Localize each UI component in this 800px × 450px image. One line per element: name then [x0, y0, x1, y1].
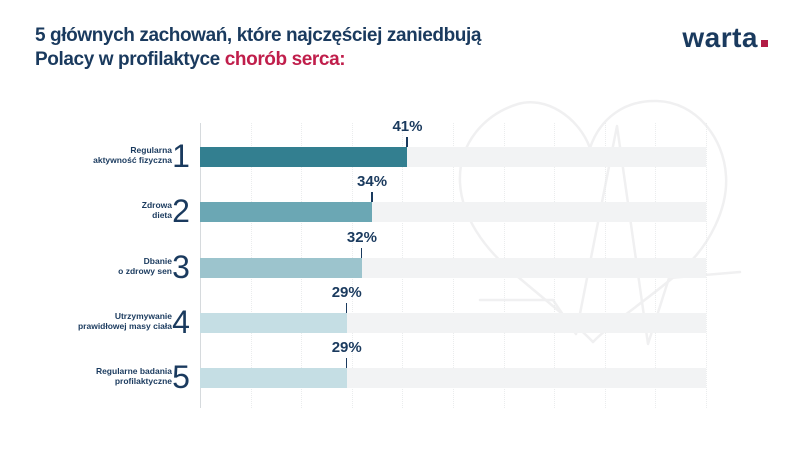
gridline — [706, 123, 707, 408]
bar-value-tick — [345, 302, 348, 313]
title-highlight: chorób serca: — [224, 49, 346, 70]
bar-value-label: 29% — [331, 283, 362, 301]
bar-value-tick — [345, 358, 348, 369]
bar-value-label: 41% — [392, 118, 423, 135]
rank-number: 4 — [172, 303, 190, 340]
bar-chart: 41% 34% 32% 29% 29% — [200, 119, 707, 408]
bar-value-label: 29% — [331, 339, 362, 357]
rank-number: 5 — [172, 359, 190, 396]
category-label: Regularne badania profilaktyczne — [95, 366, 172, 387]
rank-number: 2 — [172, 193, 190, 230]
bar-row: 29% — [200, 340, 706, 389]
bar-value-label: 32% — [346, 228, 377, 246]
rank-number: 1 — [172, 138, 190, 174]
category-label: Utrzymywanie prawidłowej masy ciała — [77, 310, 172, 331]
bar-fill — [200, 257, 362, 278]
bar-value-tick — [371, 192, 373, 203]
category-label: Regularna aktywność fizyczna — [93, 145, 172, 165]
bar-row: 41% — [200, 119, 706, 167]
bar-fill — [200, 312, 347, 333]
warta-logo-dot-icon — [761, 40, 768, 47]
page-title-line2: Polacy w profilaktyce chorób serca: — [35, 49, 346, 70]
bar-fill — [200, 368, 347, 389]
bar-row: 29% — [200, 284, 706, 333]
bar-value-tick — [406, 137, 408, 147]
category-label: Dbanie o zdrowy sen — [118, 255, 172, 276]
bar-row: 32% — [200, 229, 706, 278]
bar-row: 34% — [200, 174, 706, 223]
category-label: Zdrowa dieta — [141, 200, 172, 221]
rank-number: 3 — [172, 248, 190, 285]
bar-fill — [200, 202, 373, 223]
page-title-line1: 5 głównych zachowań, które najczęściej z… — [35, 25, 482, 46]
bar-fill — [200, 147, 408, 167]
warta-logo-text: warta — [682, 22, 758, 53]
page-title: 5 głównych zachowań, które najczęściej z… — [35, 24, 481, 72]
bar-value-label: 34% — [357, 173, 388, 191]
bar-value-tick — [360, 247, 363, 258]
warta-logo: warta — [682, 24, 768, 52]
